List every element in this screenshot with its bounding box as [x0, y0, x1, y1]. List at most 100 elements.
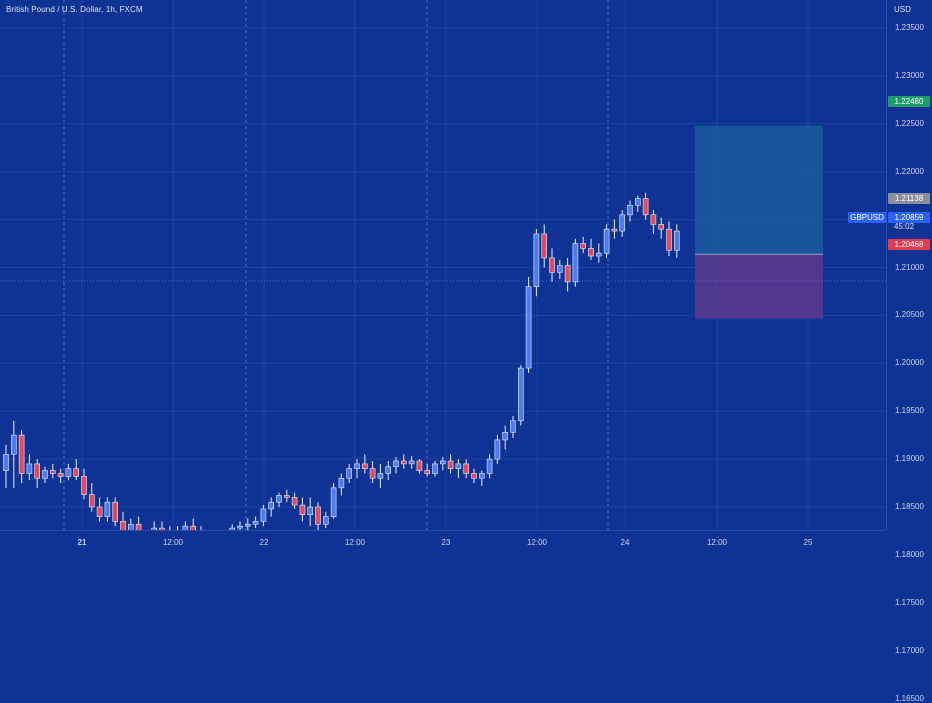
- candle-body: [517, 367, 524, 422]
- candle-body: [268, 501, 275, 510]
- candle-body: [611, 228, 618, 232]
- candle-body: [81, 476, 87, 495]
- candle-body: [89, 494, 95, 508]
- candle-body: [673, 230, 680, 251]
- axis-unit-label[interactable]: USD: [894, 5, 911, 14]
- candle-body: [650, 214, 657, 225]
- candle-body: [541, 233, 548, 259]
- candle-body: [18, 434, 25, 474]
- price-tick-label: 1.23500: [895, 23, 924, 32]
- candle-body: [57, 473, 64, 477]
- time-axis[interactable]: [0, 530, 886, 551]
- candle-body: [463, 463, 470, 474]
- candle-body: [252, 521, 259, 525]
- candle-body: [564, 265, 571, 283]
- time-tick-label: 25: [803, 538, 813, 547]
- price-tick-label: 1.19000: [895, 454, 924, 464]
- price-tick-label: 1.20500: [895, 310, 924, 320]
- price-tick-label: 1.17500: [895, 597, 924, 607]
- price-tick-label: 1.16500: [895, 693, 924, 703]
- candle-body: [3, 454, 9, 471]
- candle-body: [307, 506, 314, 515]
- target-zone: [695, 125, 823, 255]
- candle-body: [260, 508, 267, 522]
- candle-body: [354, 463, 360, 469]
- candle-body: [245, 523, 251, 527]
- target-price-badge: 1.22480: [888, 96, 930, 107]
- candle-body: [432, 463, 438, 474]
- stop-price-badge: 1.20468: [888, 239, 930, 250]
- candle-body: [73, 468, 79, 477]
- candle-body: [627, 204, 633, 216]
- candle-body: [642, 198, 649, 216]
- candle-body: [330, 487, 337, 517]
- plot-area[interactable]: [0, 0, 886, 530]
- candle-body: [525, 286, 532, 369]
- candle-body: [549, 257, 555, 273]
- price-tick-label: 1.21000: [895, 262, 924, 272]
- candle-body: [533, 233, 540, 287]
- candle-body: [49, 470, 56, 474]
- time-tick-label: 12:00: [526, 538, 548, 547]
- candle-body: [408, 460, 415, 465]
- entry-price-badge: 1.21138: [888, 193, 930, 204]
- candle-body: [315, 506, 321, 525]
- time-tick-label: 22: [259, 538, 269, 547]
- candle-body: [478, 473, 485, 479]
- candle-body: [556, 265, 563, 273]
- time-tick-label: 12:00: [162, 538, 184, 547]
- candle-body: [291, 497, 298, 506]
- price-tick-label: 1.18000: [895, 549, 924, 559]
- bar-countdown: 45:02: [894, 222, 915, 231]
- candle-body: [447, 460, 454, 469]
- price-tick-label: 1.17000: [895, 645, 924, 655]
- candlestick-chart[interactable]: [0, 0, 886, 530]
- candle-body: [634, 198, 641, 206]
- candle-body: [276, 495, 282, 503]
- time-tick-label: 12:00: [706, 538, 728, 547]
- candle-body: [595, 252, 602, 257]
- candle-body: [346, 468, 353, 479]
- candle-body: [151, 527, 157, 530]
- candle-body: [666, 228, 672, 251]
- chart-title: British Pound / U.S. Dollar, 1h, FXCM: [6, 5, 143, 14]
- candle-body: [34, 463, 41, 479]
- candle-body: [510, 420, 516, 433]
- candle-body: [572, 243, 579, 283]
- time-tick-label: 24: [620, 538, 630, 547]
- candle-body: [135, 523, 142, 530]
- candle-body: [377, 473, 384, 479]
- candle-body: [658, 224, 665, 230]
- time-tick-label: 23: [441, 538, 451, 547]
- candle-body: [580, 243, 587, 249]
- candle-body: [338, 477, 345, 489]
- time-tick-label: 12:00: [344, 538, 366, 547]
- price-tick-label: 1.18500: [895, 502, 924, 511]
- candle-body: [42, 470, 48, 479]
- candle-body: [322, 516, 329, 525]
- time-tick-label: 21: [77, 538, 87, 547]
- candle-body: [502, 431, 509, 441]
- price-axis[interactable]: [886, 0, 932, 530]
- candle-body: [112, 501, 118, 522]
- candle-body: [455, 463, 462, 469]
- candle-body: [182, 525, 189, 530]
- candle-body: [128, 523, 134, 530]
- candle-body: [120, 521, 126, 530]
- candle-body: [361, 463, 368, 469]
- candle-body: [159, 527, 165, 530]
- price-tick-label: 1.19500: [895, 406, 924, 416]
- candle-body: [369, 468, 376, 479]
- candle-body: [104, 501, 111, 517]
- candle-body: [229, 527, 235, 530]
- candle-body: [494, 439, 501, 460]
- candle-body: [588, 248, 594, 257]
- stop-zone: [695, 254, 823, 319]
- current-price-badge: 1.20859: [888, 212, 930, 223]
- candle-body: [11, 434, 17, 455]
- candle-body: [416, 460, 423, 471]
- price-tick-label: 1.23000: [895, 70, 924, 80]
- candle-body: [400, 460, 407, 465]
- candle-body: [619, 214, 626, 232]
